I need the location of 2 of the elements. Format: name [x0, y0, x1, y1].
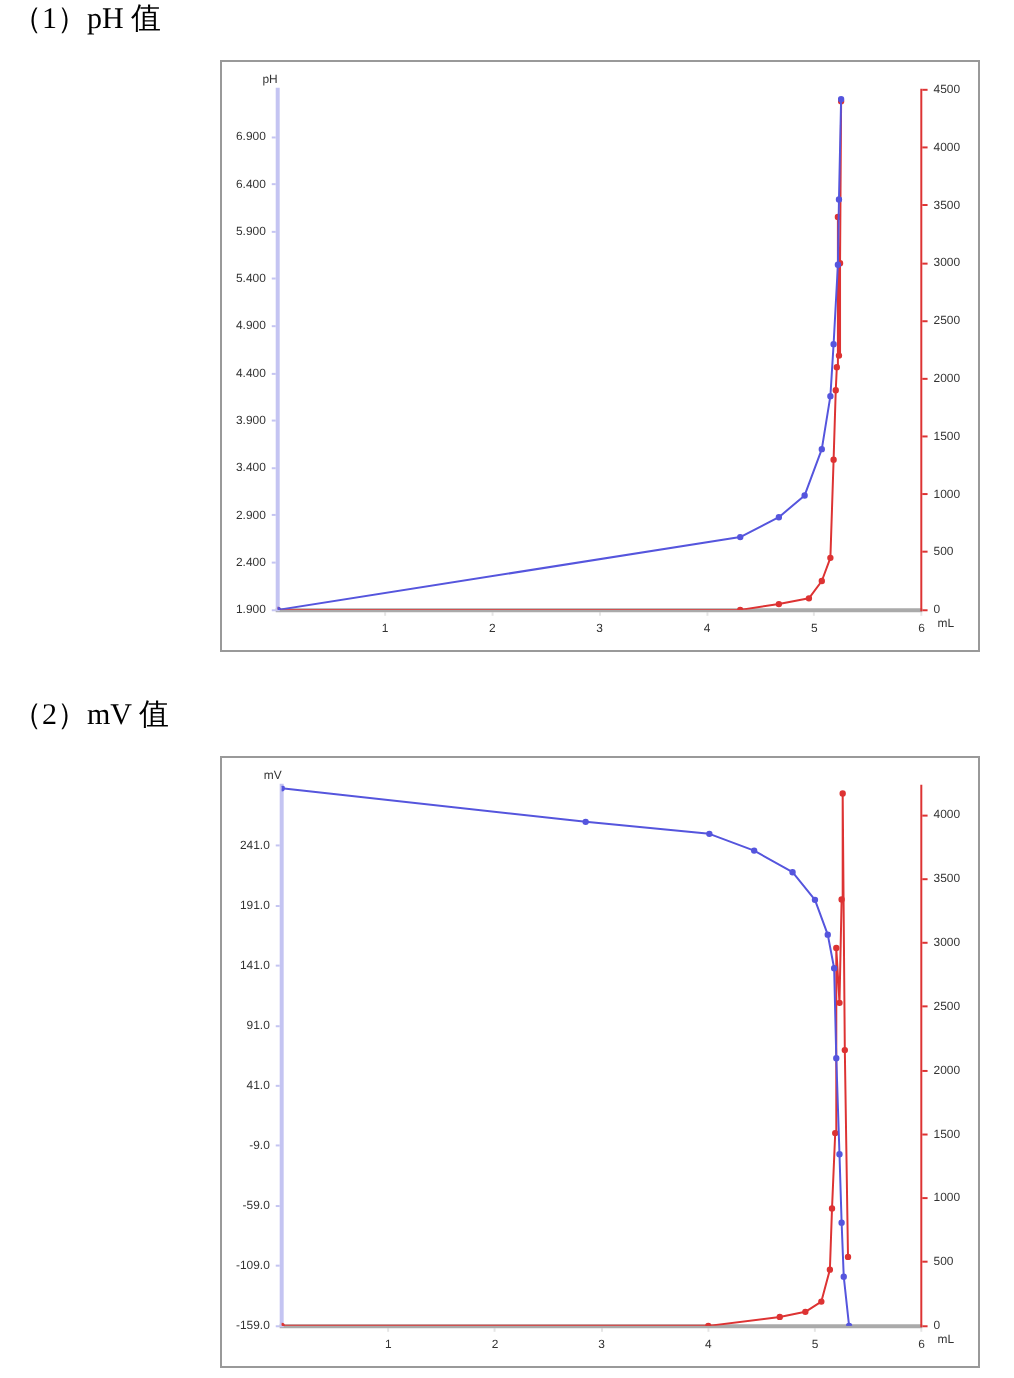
chart-title: （2）mV 值 — [12, 698, 169, 734]
chart-title: （1）pH 值 — [12, 2, 162, 38]
